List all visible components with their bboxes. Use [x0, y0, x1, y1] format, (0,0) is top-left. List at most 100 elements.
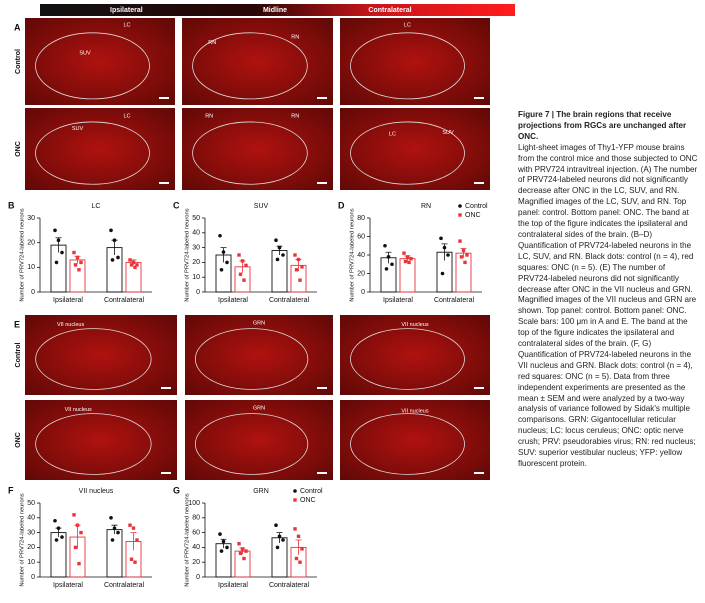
data-square [79, 260, 83, 265]
region-label: LC [123, 114, 130, 120]
scale-bar [317, 97, 327, 99]
data-square [300, 265, 304, 269]
legend-label: ONC [465, 212, 481, 219]
data-square [298, 278, 302, 282]
error-bar [295, 539, 302, 555]
bar [69, 259, 86, 293]
data-dot [109, 228, 113, 233]
region-label: RN [205, 114, 213, 120]
x-tick-label: Ipsilateral [218, 582, 248, 589]
bar [234, 550, 251, 578]
scale-bar [159, 97, 169, 99]
data-dot [440, 271, 445, 276]
region-label: VII nucleus [401, 409, 428, 415]
data-dot [442, 245, 447, 250]
micrograph [25, 315, 177, 395]
micrograph [25, 108, 175, 190]
panel-letter: A [14, 22, 21, 32]
region-outline [35, 413, 152, 475]
caption-body: Light-sheet images of Thy1-YFP mouse bra… [518, 142, 698, 468]
data-square [75, 255, 80, 260]
region-label: VII nucleus [401, 322, 428, 328]
region-outline [194, 413, 309, 475]
data-dot [221, 539, 226, 544]
y-tick-label: 20 [192, 559, 200, 566]
data-dot [439, 236, 443, 241]
scale-bar [161, 472, 171, 474]
y-tick-label: 0 [361, 289, 365, 296]
x-tick-label: Contralateral [269, 297, 310, 304]
bar [271, 537, 288, 578]
region-label: RN [291, 114, 299, 120]
micrograph [340, 315, 490, 395]
scale-bar [474, 387, 484, 389]
region-outline [350, 328, 465, 390]
y-tick-label: 20 [27, 240, 35, 247]
y-tick-label: 40 [27, 515, 35, 522]
x-tick-label: Contralateral [104, 297, 145, 304]
data-square [240, 259, 245, 263]
region-outline [194, 328, 309, 390]
row-label: ONC [15, 141, 22, 157]
data-dot [219, 268, 224, 272]
x-tick-label: Ipsilateral [53, 582, 83, 589]
panel-letter: F [8, 485, 14, 495]
y-tick-label: 0 [31, 289, 35, 296]
data-square [465, 253, 469, 257]
y-tick-label: 30 [27, 529, 35, 536]
y-axis-label: Number of PRV724-labeled neurons [185, 208, 191, 301]
region-label: VII nucleus [65, 407, 92, 413]
data-square [296, 534, 301, 538]
x-tick-label: Contralateral [269, 582, 310, 589]
data-dot [53, 518, 57, 523]
y-tick-label: 100 [188, 500, 200, 507]
micrograph [182, 18, 333, 105]
y-tick-label: 20 [27, 544, 35, 551]
legend-dot [293, 489, 297, 493]
data-square [296, 257, 301, 262]
band-label: Ipsilateral [110, 7, 143, 14]
data-square [238, 551, 243, 556]
data-dot [384, 267, 389, 271]
caption-title: Figure 7 | The brain regions that receiv… [518, 110, 687, 141]
region-label: VII nucleus [57, 322, 84, 328]
bar [271, 250, 288, 293]
data-square [131, 526, 136, 530]
y-tick-label: 0 [196, 574, 200, 581]
y-tick-label: 40 [192, 544, 200, 551]
scale-bar [159, 182, 169, 184]
micrograph [340, 108, 490, 190]
region-label: LC [404, 22, 411, 28]
data-square [403, 259, 408, 264]
y-tick-label: 30 [27, 215, 35, 222]
x-tick-label: Ipsilateral [383, 297, 413, 304]
chart-title: VII nucleus [79, 488, 114, 495]
data-square [237, 253, 241, 257]
data-square [402, 251, 406, 255]
data-dot [281, 253, 285, 257]
region-outline [35, 32, 150, 100]
data-dot [116, 255, 120, 260]
panel-letter: E [14, 319, 20, 329]
region-outline [192, 32, 308, 100]
data-dot [218, 233, 222, 238]
data-dot [53, 228, 57, 233]
x-tick-label: Ipsilateral [218, 297, 248, 304]
data-square [72, 513, 76, 517]
data-dot [54, 260, 59, 265]
band-label: Contralateral [368, 7, 411, 14]
data-square [73, 545, 78, 550]
data-dot [56, 526, 61, 530]
region-label: LC [389, 132, 396, 138]
legend-label: Control [300, 488, 323, 495]
side-band [40, 4, 515, 16]
error-bar [220, 247, 227, 263]
region-label: SUV [79, 50, 91, 56]
data-square [77, 561, 81, 566]
data-dot [116, 530, 120, 535]
micrograph [340, 18, 490, 105]
micrograph [185, 400, 333, 480]
data-dot [274, 238, 278, 242]
data-square [242, 556, 246, 561]
